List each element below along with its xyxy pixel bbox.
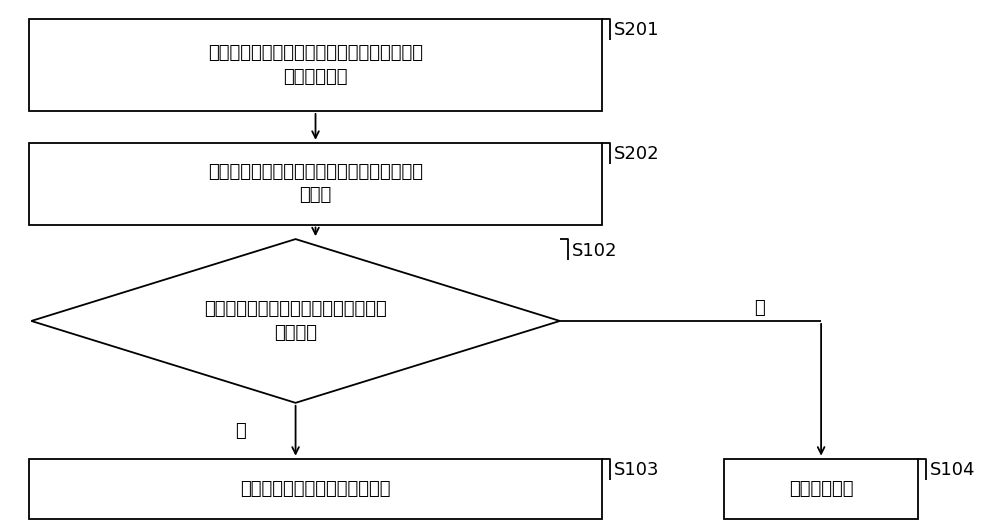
- Text: S104: S104: [930, 461, 976, 479]
- Text: S201: S201: [614, 21, 660, 39]
- Text: 接收用户录入的隐私拍摄模式设置请求，确定
隐私拍摄模式: 接收用户录入的隐私拍摄模式设置请求，确定 隐私拍摄模式: [208, 44, 423, 85]
- Text: 判断所述拍摄操作是否符合预设的隐私
拍摄条件: 判断所述拍摄操作是否符合预设的隐私 拍摄条件: [204, 300, 387, 342]
- Text: 否: 否: [754, 299, 765, 317]
- Text: S202: S202: [614, 145, 660, 164]
- Text: S102: S102: [572, 242, 617, 260]
- Text: 接收用户在所述隐私拍摄模式下录入的拍摄触
发操作: 接收用户在所述隐私拍摄模式下录入的拍摄触 发操作: [208, 163, 423, 204]
- Bar: [724, 459, 918, 519]
- Text: 是: 是: [235, 422, 246, 440]
- Bar: [29, 143, 602, 225]
- Polygon shape: [31, 239, 560, 403]
- Text: S103: S103: [614, 461, 660, 479]
- Text: 执行其他操作: 执行其他操作: [789, 480, 853, 498]
- Bar: [29, 19, 602, 111]
- Text: 将拍摄的隐私图像进行加密处理: 将拍摄的隐私图像进行加密处理: [240, 480, 391, 498]
- Bar: [29, 459, 602, 519]
